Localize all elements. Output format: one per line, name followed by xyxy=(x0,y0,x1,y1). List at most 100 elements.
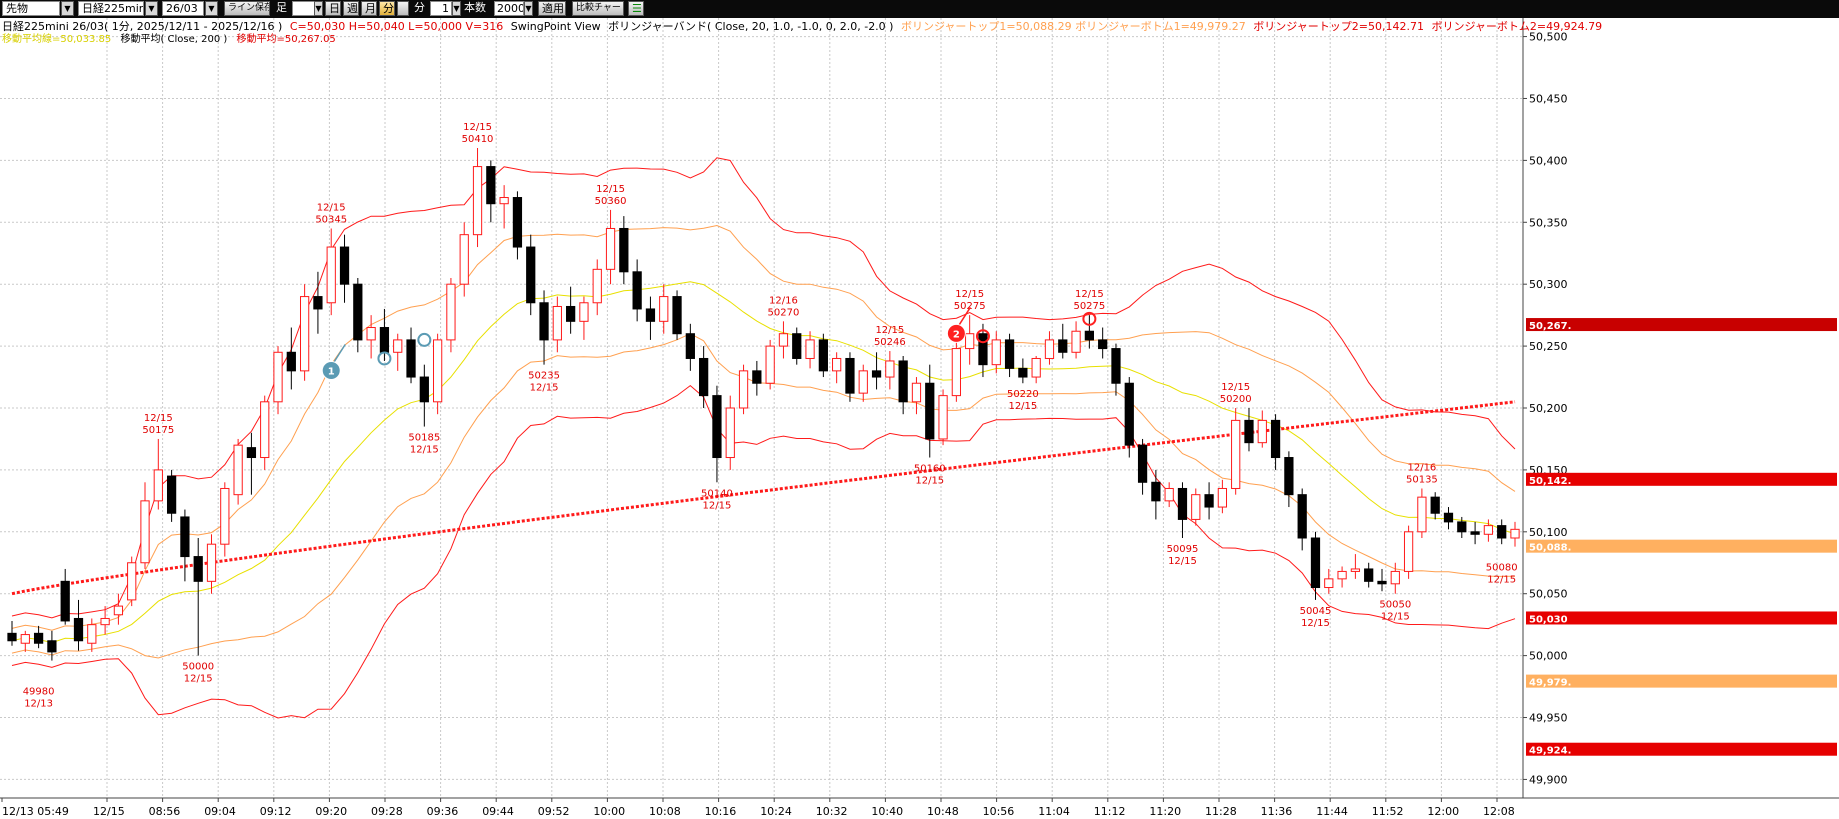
candle-body xyxy=(73,617,84,642)
swing-date-label: 12/15 xyxy=(1008,401,1037,412)
swing-price-label: 50135 xyxy=(1406,474,1438,485)
count-input[interactable]: 2000 xyxy=(494,1,524,16)
period-minute-button[interactable]: 分 xyxy=(379,1,395,16)
candle-body xyxy=(193,556,203,582)
contract-dropdown-icon[interactable]: ▼ xyxy=(205,1,218,16)
candle-body xyxy=(1004,339,1015,369)
candle-body xyxy=(1031,357,1041,378)
candle-body xyxy=(339,246,350,285)
bar-input[interactable] xyxy=(292,1,316,16)
candle-body xyxy=(965,333,975,350)
bollinger-bottom1-value: ボリンジャーボトム1=49,979.27 xyxy=(1075,20,1246,33)
candle-body xyxy=(60,580,70,622)
swing-price-label: 50410 xyxy=(462,134,494,145)
swing-date-label: 12/16 xyxy=(769,295,798,306)
candle-body xyxy=(1403,531,1414,572)
x-tick-label: 12:00 xyxy=(1427,805,1459,818)
midline-value: 移動平均線=50,033.85 xyxy=(2,34,112,45)
price-tag-label: 49,924. xyxy=(1529,746,1571,757)
candle-body xyxy=(725,407,735,459)
candle-body xyxy=(7,632,17,642)
candle-body xyxy=(845,357,855,394)
candle-body xyxy=(246,447,257,459)
candle-body xyxy=(1377,580,1387,585)
tick-button[interactable] xyxy=(397,1,409,16)
minute-dropdown-icon[interactable]: ▼ xyxy=(452,1,461,16)
x-tick-label: 09:04 xyxy=(204,805,236,818)
moving-average-200-line xyxy=(11,400,1516,596)
candle-body xyxy=(1257,419,1267,444)
candle-body xyxy=(153,469,163,502)
bollinger-lower1-line xyxy=(11,333,1516,659)
swing-date-label: 12/15 xyxy=(1075,289,1104,300)
signal-marker-ring xyxy=(377,351,392,366)
swing-date-label: 12/15 xyxy=(317,202,346,213)
period-week-button[interactable]: 週 xyxy=(343,1,359,16)
candle-body xyxy=(127,562,137,601)
candle-body xyxy=(659,296,669,322)
x-tick-label: 09:44 xyxy=(482,805,514,818)
moving-average-value: 移動平均=50,267.05 xyxy=(236,34,336,45)
candle-body xyxy=(1204,494,1214,508)
price-tag-label: 50,142. xyxy=(1529,476,1571,487)
count-dropdown-icon[interactable]: ▼ xyxy=(524,1,533,16)
period-month-button[interactable]: 月 xyxy=(361,1,377,16)
candle-body xyxy=(911,382,922,403)
instrument-select[interactable]: 日経225mini xyxy=(78,1,144,16)
candle-body xyxy=(898,360,908,403)
signal-marker-ring xyxy=(1082,311,1097,326)
swing-date-label: 12/15 xyxy=(144,413,173,424)
candle-body xyxy=(1058,339,1068,353)
candle-body xyxy=(260,401,270,459)
candle-body xyxy=(832,357,842,372)
period-day-button[interactable]: 日 xyxy=(325,1,341,16)
swing-date-label: 12/15 xyxy=(1487,575,1516,586)
x-tick-label: 10:56 xyxy=(983,805,1015,818)
x-tick-label: 11:28 xyxy=(1205,805,1237,818)
market-select[interactable]: 先物 xyxy=(2,1,60,16)
bollinger-top2-value: ボリンジャートップ2=50,142.71 xyxy=(1253,20,1424,33)
candle-body xyxy=(885,360,895,378)
swing-date-label: 12/16 xyxy=(1407,462,1436,473)
swing-price-label: 50000 xyxy=(182,662,214,673)
apply-button[interactable]: 適用 xyxy=(538,1,566,16)
candle-body xyxy=(87,624,97,644)
price-tag xyxy=(1526,611,1837,625)
swing-date-label: 12/15 xyxy=(1301,618,1330,629)
y-tick-label: 50,200 xyxy=(1529,402,1568,415)
candle-body xyxy=(1310,537,1321,589)
candlestick-chart: 50,500 50,450 50,400 50,350 50,300 50,250 50,2… xyxy=(0,18,1839,819)
candle-body xyxy=(539,302,549,341)
instrument-dropdown-icon[interactable]: ▼ xyxy=(145,1,158,16)
count-label: 本数 xyxy=(464,1,486,14)
x-tick-label: 12:08 xyxy=(1483,805,1515,818)
swing-date-label: 12/15 xyxy=(703,500,732,511)
swing-date-label: 12/15 xyxy=(875,325,904,336)
minute-input[interactable]: 1 xyxy=(430,1,452,16)
candle-body xyxy=(566,305,576,322)
toolbar: 先物 ▼ 日経225mini ▼ 26/03 ▼ ライン保存 足 ▼ 日 週 月… xyxy=(0,0,1839,18)
compare-chart-button[interactable]: 比較チャート xyxy=(572,1,624,16)
y-tick-label: 50,400 xyxy=(1529,154,1568,167)
candle-body xyxy=(738,370,749,409)
y-tick-label: 50,350 xyxy=(1529,216,1568,229)
candle-body xyxy=(938,395,948,440)
swing-price-label: 50270 xyxy=(768,307,800,318)
price-tag-label: 50,088. xyxy=(1529,543,1571,554)
candle-body xyxy=(486,166,496,205)
candle-body xyxy=(326,246,336,304)
info-line-2: 移動平均線=50,033.85 移動平均( Close, 200 ) 移動平均=… xyxy=(2,33,336,46)
y-tick-label: 49,900 xyxy=(1529,773,1568,786)
candle-body xyxy=(299,296,310,372)
candle-body xyxy=(206,543,217,582)
swing-price-label: 50095 xyxy=(1167,544,1199,555)
x-tick-label: 10:40 xyxy=(871,805,903,818)
market-dropdown-icon[interactable]: ▼ xyxy=(61,1,74,16)
save-line-button[interactable]: ライン保存 xyxy=(224,1,270,16)
y-tick-label: 50,250 xyxy=(1529,340,1568,353)
candle-body xyxy=(512,197,523,248)
contract-select[interactable]: 26/03 xyxy=(162,1,204,16)
bar-dropdown-icon[interactable]: ▼ xyxy=(314,1,323,16)
menu-icon[interactable]: ☰ xyxy=(628,1,644,16)
candle-body xyxy=(419,376,429,403)
